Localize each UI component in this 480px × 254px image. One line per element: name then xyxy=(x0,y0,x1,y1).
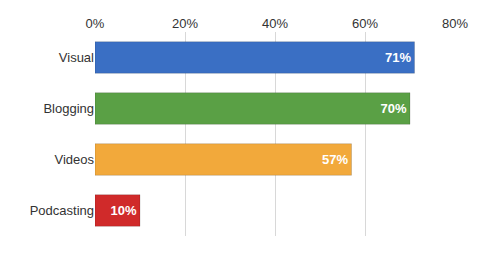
svg-text:Visual: Visual xyxy=(59,50,94,65)
svg-text:Blogging: Blogging xyxy=(43,101,94,116)
svg-text:10%: 10% xyxy=(111,203,137,218)
svg-text:71%: 71% xyxy=(385,50,411,65)
svg-text:Videos: Videos xyxy=(54,152,94,167)
svg-text:80%: 80% xyxy=(442,16,468,31)
svg-text:57%: 57% xyxy=(322,152,348,167)
svg-text:Podcasting: Podcasting xyxy=(30,203,94,218)
svg-text:40%: 40% xyxy=(262,16,288,31)
svg-text:20%: 20% xyxy=(172,16,198,31)
svg-text:0%: 0% xyxy=(86,16,105,31)
svg-text:70%: 70% xyxy=(381,101,407,116)
svg-text:60%: 60% xyxy=(352,16,378,31)
